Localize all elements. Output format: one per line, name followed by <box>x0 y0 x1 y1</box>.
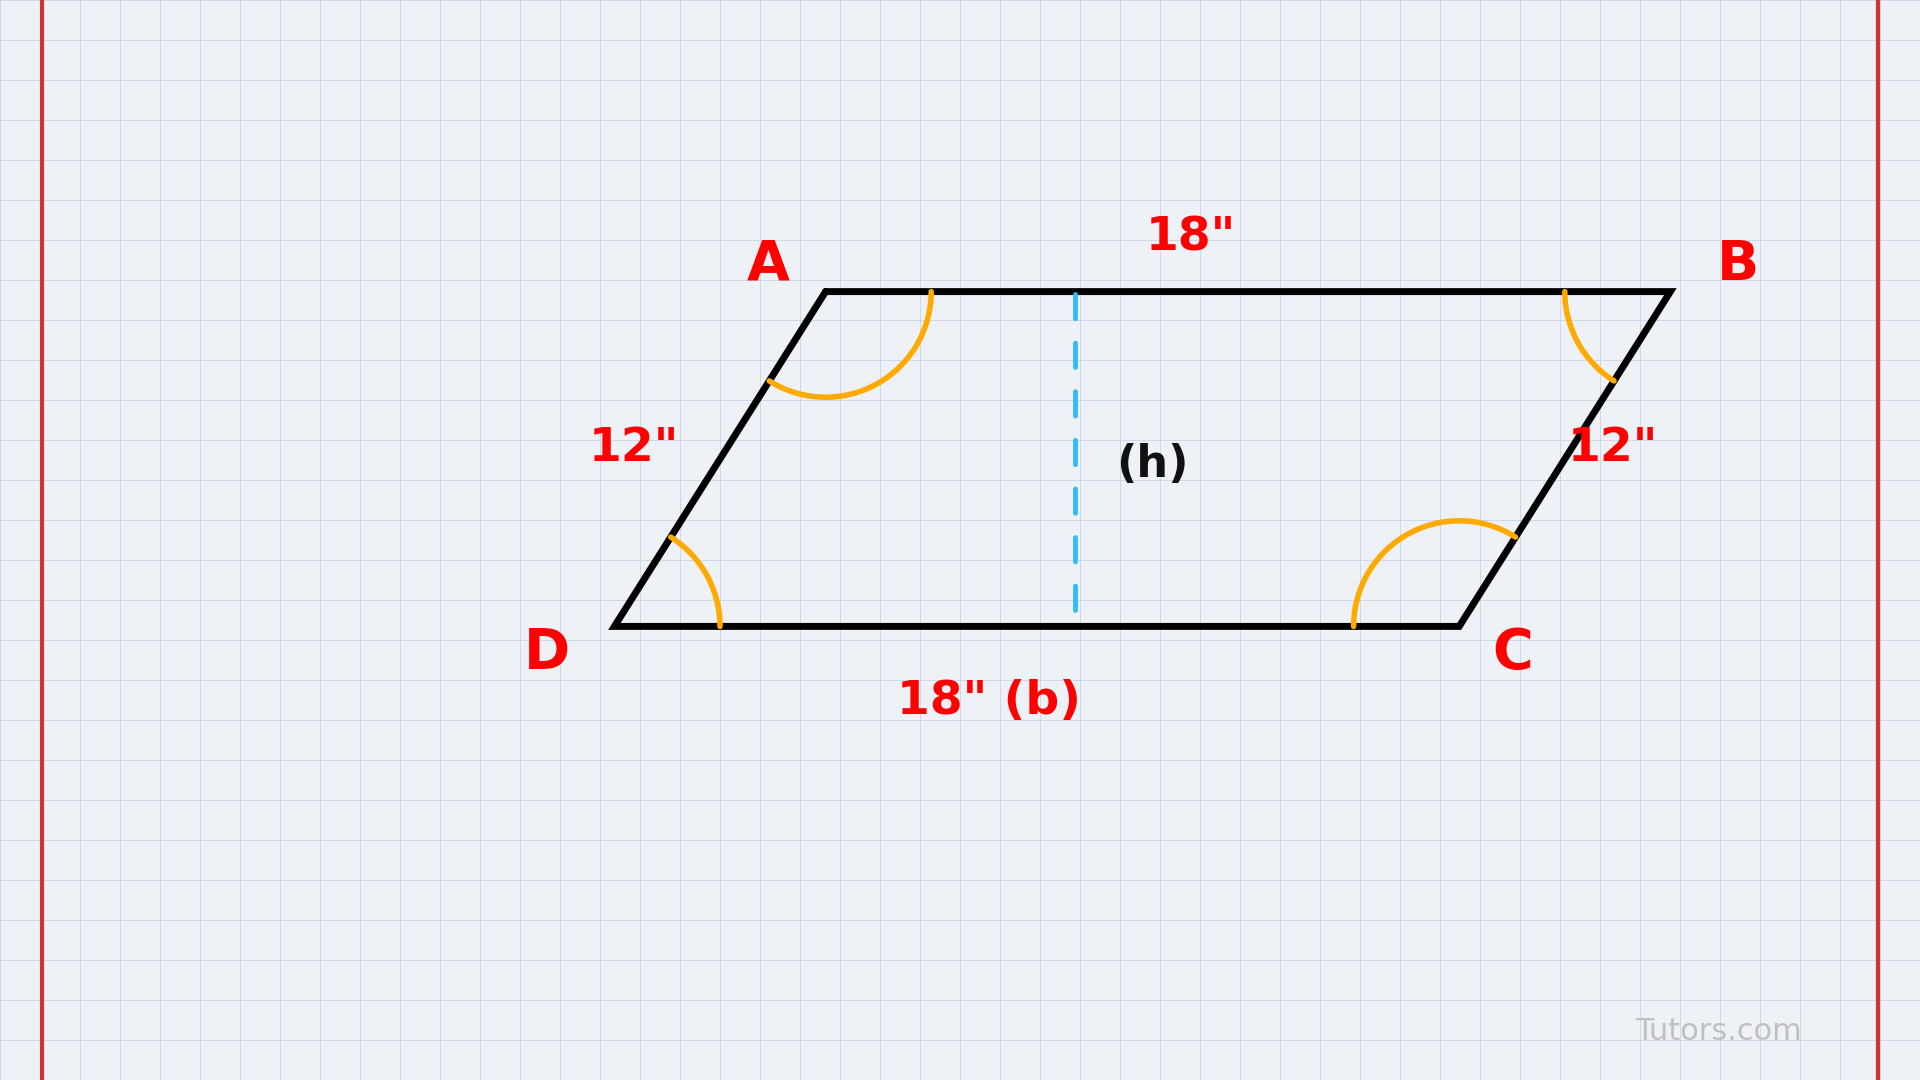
Text: A: A <box>747 238 789 292</box>
Text: C: C <box>1492 626 1534 680</box>
Text: 12": 12" <box>1567 426 1659 471</box>
Text: Tutors.com: Tutors.com <box>1636 1017 1801 1045</box>
Text: B: B <box>1716 238 1759 292</box>
Text: (h): (h) <box>1116 443 1188 486</box>
Text: D: D <box>524 626 570 680</box>
Text: 18": 18" <box>1144 215 1236 260</box>
Text: 18" (b): 18" (b) <box>897 679 1081 725</box>
Text: 12": 12" <box>588 426 680 471</box>
